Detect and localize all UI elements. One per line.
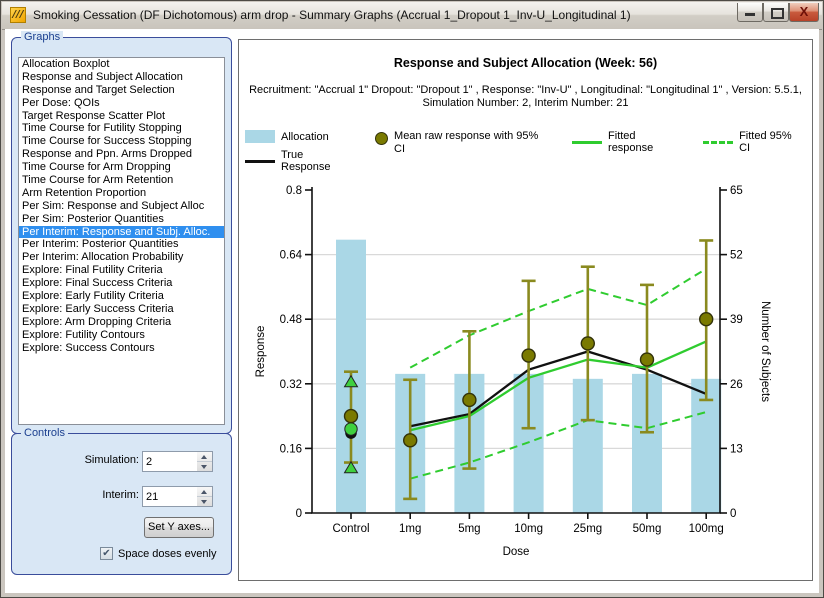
- graphs-groupbox-label: Graphs: [21, 31, 63, 43]
- raw-response-dot: [522, 349, 535, 362]
- y-right-axis-label: Number of Subjects: [759, 301, 771, 402]
- graph-list-item[interactable]: Response and Target Selection: [19, 84, 224, 97]
- maximize-icon: [771, 8, 784, 19]
- graph-list-item[interactable]: Per Dose: QOIs: [19, 97, 224, 110]
- x-tick-label: 1mg: [399, 523, 421, 535]
- graph-list-item[interactable]: Explore: Arm Dropping Criteria: [19, 316, 224, 329]
- graph-list-item[interactable]: Per Interim: Allocation Probability: [19, 251, 224, 264]
- graph-list-item[interactable]: Response and Subject Allocation: [19, 71, 224, 84]
- y-left-tick-label: 0: [296, 508, 302, 520]
- graph-list-item[interactable]: Target Response Scatter Plot: [19, 110, 224, 123]
- y-right-tick-label: 39: [730, 314, 743, 326]
- interim-label: Interim:: [59, 489, 139, 501]
- x-tick-label: 50mg: [633, 523, 662, 535]
- graph-list-item[interactable]: Time Course for Arm Retention: [19, 174, 224, 187]
- close-button[interactable]: X: [789, 3, 819, 22]
- chart-panel: Response and Subject Allocation (Week: 5…: [238, 39, 813, 581]
- graph-list-item[interactable]: Explore: Early Futility Criteria: [19, 290, 224, 303]
- raw-response-dot: [581, 337, 594, 350]
- x-tick-label: 25mg: [573, 523, 602, 535]
- y-right-tick-label: 13: [730, 443, 743, 455]
- control-fitted-response-dot: [345, 423, 357, 435]
- y-left-tick-label: 0.8: [286, 185, 302, 197]
- y-right-tick-label: 52: [730, 250, 743, 262]
- graph-list[interactable]: Allocation BoxplotResponse and Subject A…: [18, 57, 225, 425]
- app-icon: ///: [10, 7, 26, 23]
- graph-list-item[interactable]: Time Course for Arm Dropping: [19, 161, 224, 174]
- chart-plot: 0 0.16 0.32 0.48 0.64 0.8 0 13 26 39 52 65 Control 1m…: [239, 40, 812, 580]
- graph-list-item[interactable]: Response and Ppn. Arms Dropped: [19, 148, 224, 161]
- raw-response-dot: [463, 393, 476, 406]
- y-left-tick-label: 0.32: [280, 379, 302, 391]
- y-left-axis-label: Response: [255, 326, 267, 378]
- x-tick-label: 5mg: [458, 523, 480, 535]
- x-tick-label: Control: [332, 523, 369, 535]
- y-left-tick-label: 0.16: [280, 443, 302, 455]
- graph-list-item[interactable]: Explore: Futility Contours: [19, 329, 224, 342]
- x-axis-label: Dose: [503, 546, 530, 558]
- window-title: Smoking Cessation (DF Dichotomous) arm d…: [33, 8, 631, 22]
- set-y-axes-button[interactable]: Set Y axes...: [144, 517, 214, 538]
- y-right-tick-label: 26: [730, 379, 743, 391]
- fitted-ci-upper-line: [410, 269, 706, 368]
- spin-up-icon[interactable]: [197, 452, 212, 462]
- y-left-tick-label: 0.48: [280, 314, 302, 326]
- graph-list-item[interactable]: Per Interim: Posterior Quantities: [19, 238, 224, 251]
- minimize-icon: [745, 13, 755, 16]
- space-doses-checkbox[interactable]: ✔: [100, 547, 113, 560]
- interim-input[interactable]: [142, 486, 198, 507]
- graph-list-item[interactable]: Allocation Boxplot: [19, 58, 224, 71]
- minimize-button[interactable]: [737, 3, 763, 22]
- graph-list-item[interactable]: Time Course for Futility Stopping: [19, 122, 224, 135]
- raw-response-dot: [345, 410, 358, 423]
- spin-down-icon[interactable]: [197, 497, 212, 507]
- raw-response-dot: [700, 313, 713, 326]
- app-window: /// Smoking Cessation (DF Dichotomous) a…: [0, 0, 824, 598]
- simulation-input[interactable]: [142, 451, 198, 472]
- maximize-button[interactable]: [763, 3, 789, 22]
- spin-up-icon[interactable]: [197, 487, 212, 497]
- raw-response-dot: [641, 353, 654, 366]
- y-right-tick-label: 65: [730, 185, 743, 197]
- interim-spinner[interactable]: [197, 486, 213, 507]
- graph-list-item[interactable]: Per Interim: Response and Subj. Alloc.: [19, 226, 224, 239]
- raw-response-dot: [404, 434, 417, 447]
- controls-groupbox-label: Controls: [21, 427, 68, 439]
- x-tick-label: 10mg: [514, 523, 543, 535]
- x-tick-label: 100mg: [689, 523, 724, 535]
- graph-list-item[interactable]: Explore: Success Contours: [19, 342, 224, 355]
- graph-list-item[interactable]: Arm Retention Proportion: [19, 187, 224, 200]
- graph-list-item[interactable]: Explore: Final Success Criteria: [19, 277, 224, 290]
- title-bar[interactable]: /// Smoking Cessation (DF Dichotomous) a…: [2, 2, 822, 30]
- spin-down-icon[interactable]: [197, 462, 212, 472]
- y-left-tick-label: 0.64: [280, 250, 303, 262]
- graph-list-item[interactable]: Explore: Early Success Criteria: [19, 303, 224, 316]
- space-doses-label: Space doses evenly: [118, 548, 216, 560]
- graph-list-item[interactable]: Per Sim: Response and Subject Alloc: [19, 200, 224, 213]
- graph-list-item[interactable]: Explore: Final Futility Criteria: [19, 264, 224, 277]
- close-icon: X: [790, 4, 818, 20]
- y-right-tick-label: 0: [730, 508, 736, 520]
- simulation-spinner[interactable]: [197, 451, 213, 472]
- simulation-label: Simulation:: [59, 454, 139, 466]
- graph-list-item[interactable]: Time Course for Success Stopping: [19, 135, 224, 148]
- graph-list-item[interactable]: Per Sim: Posterior Quantities: [19, 213, 224, 226]
